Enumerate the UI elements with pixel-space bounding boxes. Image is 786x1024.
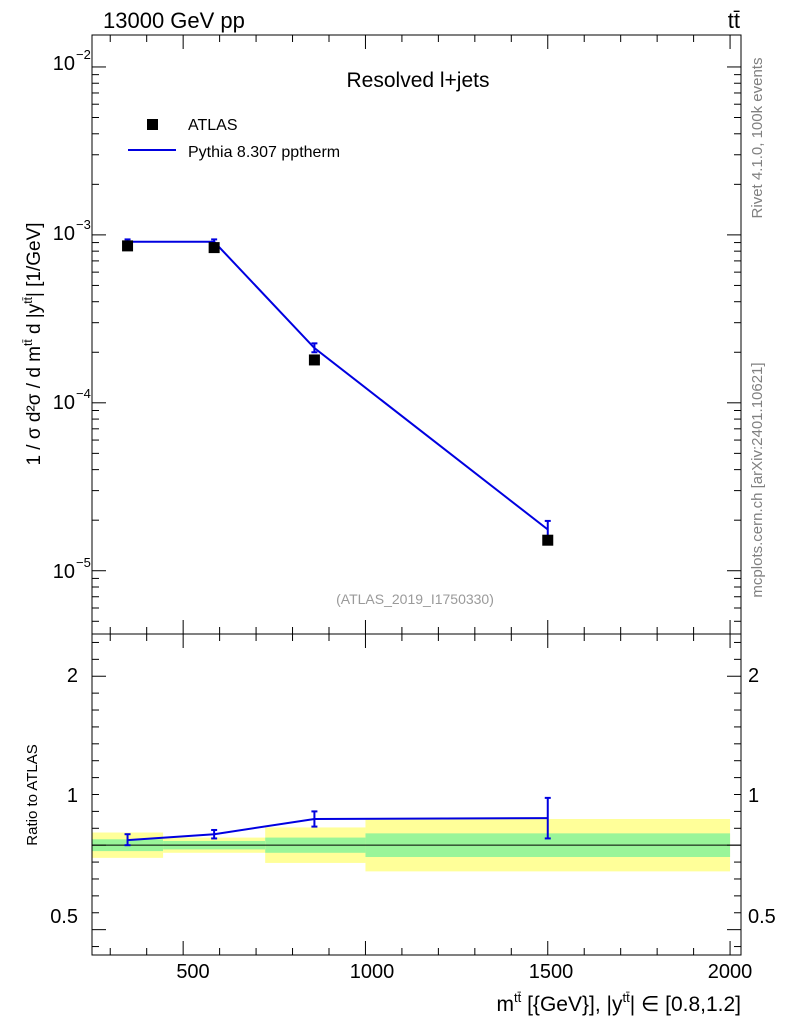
ratio-ytick-right-1: 1 (748, 785, 759, 807)
svg-text:−2: −2 (76, 47, 91, 62)
svg-text:−3: −3 (76, 217, 91, 232)
main-ytick-label-1e-3: 10 −3 (53, 217, 91, 245)
data-point-2 (308, 354, 320, 366)
xtick-label-500: 500 (176, 961, 209, 983)
ratio-ytick-right-2: 2 (748, 665, 759, 687)
ratio-ytick-left-2: 2 (67, 665, 78, 687)
svg-text:−4: −4 (76, 386, 91, 401)
data-series-main (122, 240, 554, 546)
svg-text:10: 10 (53, 223, 75, 245)
ratio-uncertainty-bands (92, 818, 741, 872)
ratio-ytick-left-0.5: 0.5 (50, 906, 78, 928)
process-label: tt̄ (728, 8, 740, 33)
rivet-label: Rivet 4.1.0, 100k events (749, 58, 766, 219)
data-point-0 (122, 240, 134, 252)
analysis-tag: (ATLAS_2019_I1750330) (336, 591, 494, 607)
mc-series-ratio (124, 796, 551, 847)
xtick-label-2000: 2000 (708, 961, 753, 983)
ratio-ytick-left-1: 1 (67, 785, 78, 807)
main-ytick-label-1e-5: 10 −5 (53, 555, 91, 583)
main-ylabel: 1 / σ d²σ / d mtt̄ d |ytt̄| [1/GeV] (21, 222, 45, 465)
xlabel: mtt̄ [{GeV}], |ytt̄| ∈ [0.8,1.2] (497, 990, 741, 1016)
axis-ticks (92, 35, 741, 955)
mc-line-main (127, 240, 549, 531)
legend-mc-label: Pythia 8.307 pptherm (188, 144, 340, 161)
mc-series-main (124, 238, 551, 539)
data-point-1 (208, 242, 220, 254)
svg-text:10: 10 (53, 392, 75, 414)
xtick-label-1000: 1000 (350, 961, 395, 983)
legend-data-marker (147, 119, 158, 130)
source-label: mcplots.cern.ch [arXiv:2401.10621] (749, 362, 766, 597)
mc-line-ratio (127, 817, 548, 842)
ratio-frame-border (91, 633, 742, 956)
legend-data-label: ATLAS (188, 117, 238, 134)
main-ytick-label-1e-2: 10 −2 (53, 47, 91, 75)
ratio-ylabel: Ratio to ATLAS (24, 744, 41, 845)
ratio-ytick-right-0.5: 0.5 (748, 906, 776, 928)
svg-text:−5: −5 (76, 555, 91, 570)
energy-label: 13000 GeV pp (103, 8, 245, 33)
svg-text:10: 10 (53, 53, 75, 75)
main-ytick-label-1e-4: 10 −4 (53, 386, 91, 414)
data-point-3 (542, 534, 554, 546)
chart-title: Resolved l+jets (347, 69, 490, 92)
xtick-label-1500: 1500 (529, 961, 574, 983)
svg-text:10: 10 (53, 561, 75, 583)
ratio-panel-frame (91, 633, 742, 956)
